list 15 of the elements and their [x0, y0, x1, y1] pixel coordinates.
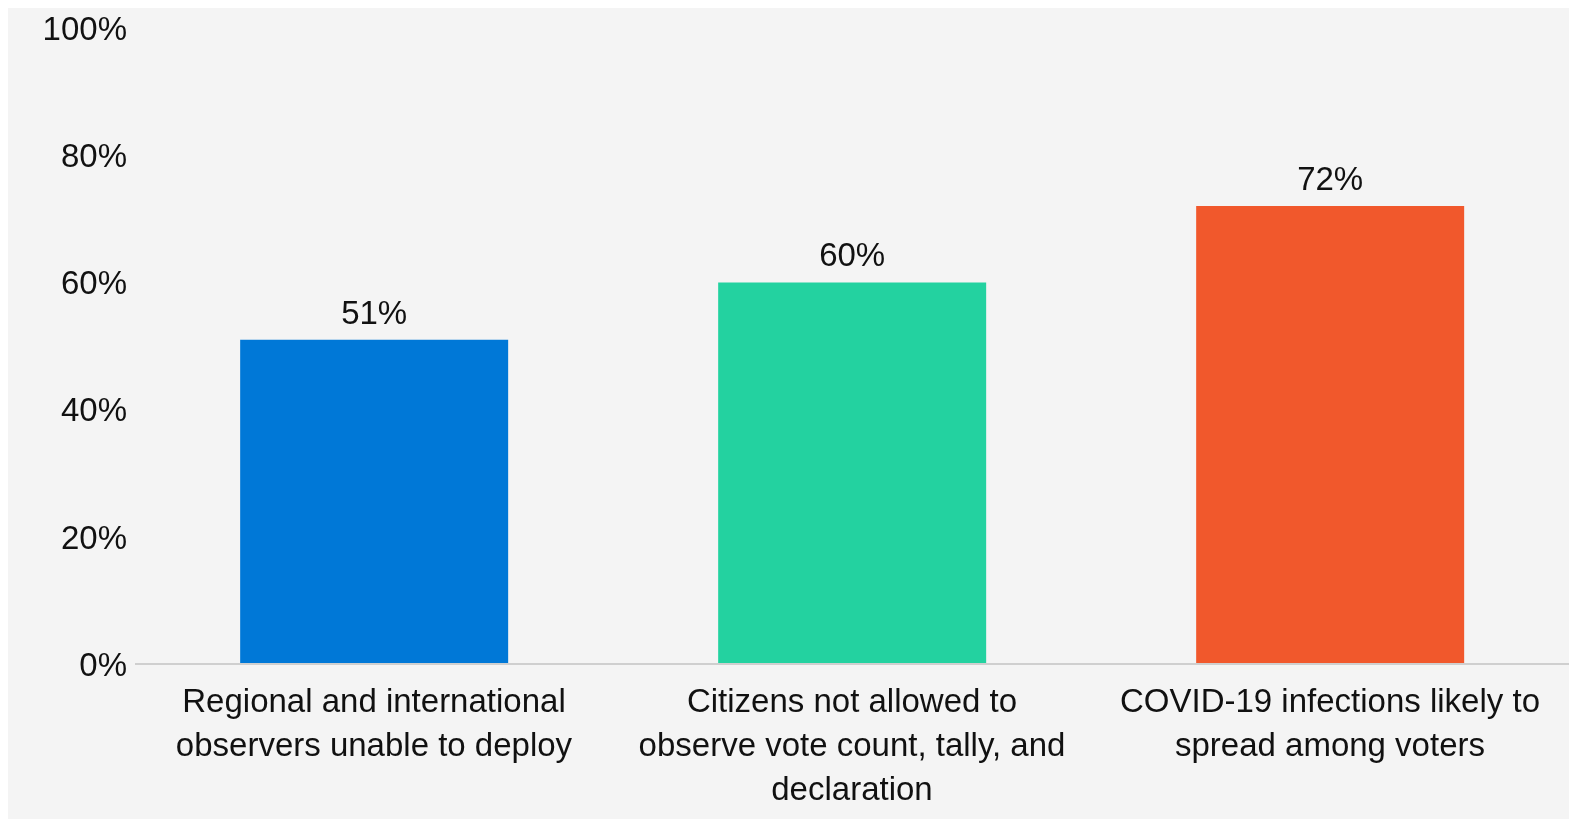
bar	[1196, 206, 1465, 664]
x-tick-label: Regional and international observers unable to deploy	[175, 682, 573, 763]
y-tick-label: 0%	[79, 645, 127, 683]
bar	[718, 282, 987, 664]
y-tick-label: 40%	[60, 391, 127, 429]
y-tick-label: 80%	[60, 136, 127, 174]
x-tick-label: COVID-19 infections likely to spread among voters	[1120, 682, 1540, 763]
data-label: 60%	[819, 236, 886, 274]
x-tick-label: Citizens not allowed to observe vote count, tally, and declaration	[638, 682, 1066, 807]
data-label: 51%	[341, 293, 408, 331]
y-tick-label: 100%	[42, 9, 127, 47]
bar	[240, 339, 509, 664]
y-tick-label: 20%	[60, 518, 127, 556]
y-tick-label: 60%	[60, 264, 127, 302]
data-label: 72%	[1297, 160, 1364, 198]
